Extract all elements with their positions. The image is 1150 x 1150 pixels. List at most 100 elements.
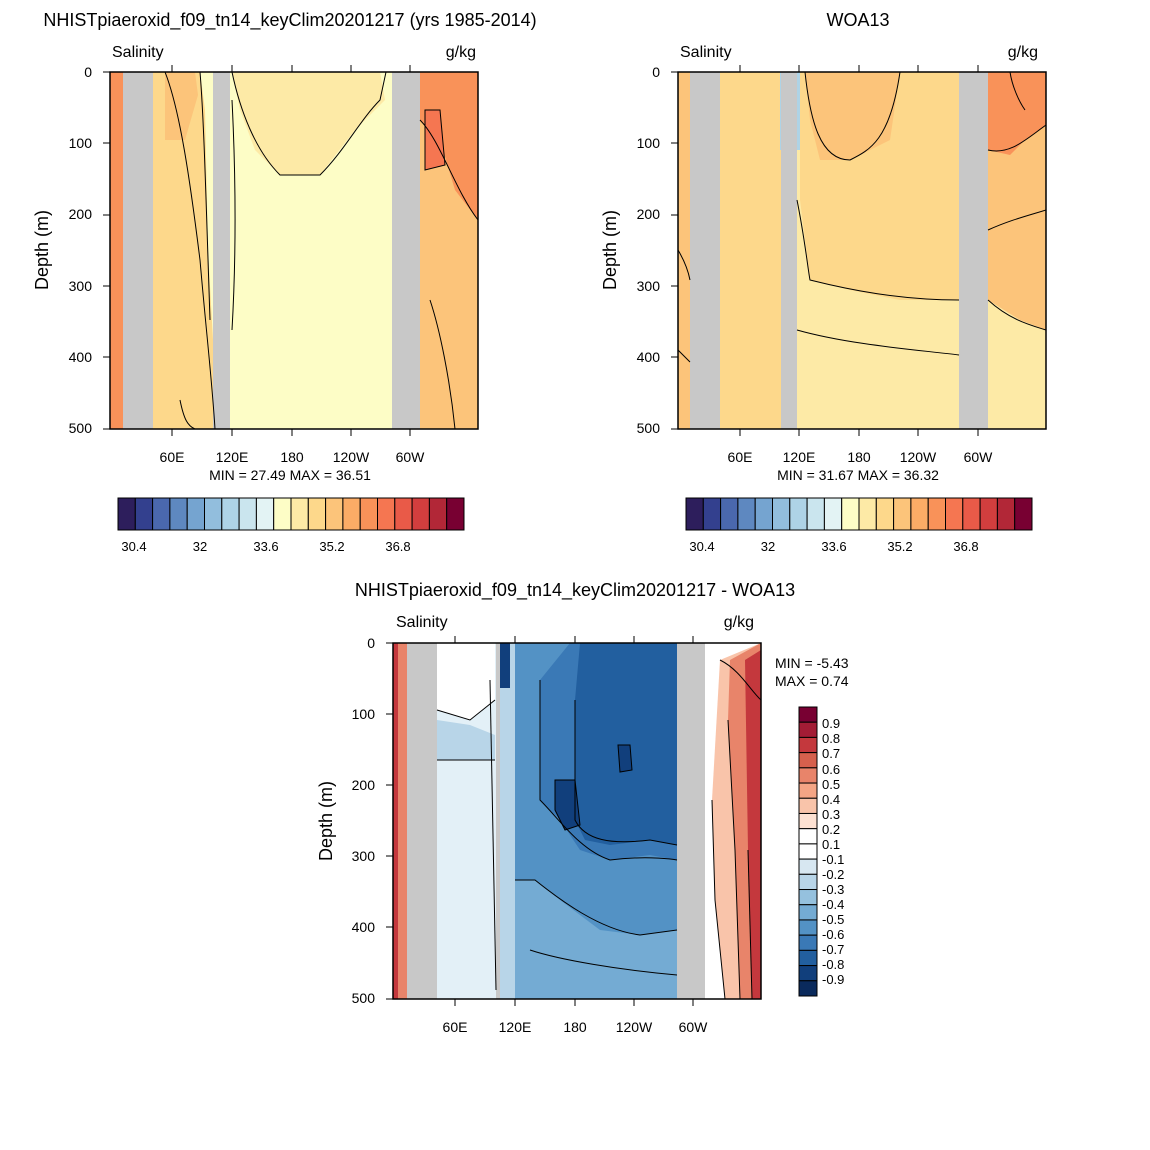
y-tick-label: 0 (652, 64, 660, 80)
colorbar-swatch (134, 497, 154, 531)
x-axis: 60E 120E 180 120W 60W (160, 449, 426, 465)
y-tick-label: 100 (637, 135, 661, 151)
plot-frame (392, 642, 762, 1000)
colorbar-swatch (798, 858, 818, 875)
x-axis: 60E 120E 180 120W 60W (443, 1019, 709, 1035)
colorbar-swatch (798, 889, 818, 906)
y-tick-label: 300 (637, 278, 661, 294)
y-tick-label: 400 (352, 919, 376, 935)
panel-title: WOA13 (826, 10, 889, 30)
variable-label: Salinity (112, 44, 164, 61)
region-pacific-min (618, 745, 632, 772)
region-low-anomaly (500, 643, 510, 688)
colorbar-tick-label: -0.3 (822, 882, 844, 897)
colorbar-swatch (798, 949, 818, 967)
colorbar-swatch (221, 497, 240, 531)
land-mask (392, 72, 420, 429)
colorbar-tick-label: 0.2 (822, 822, 840, 837)
salinity-difference-field (393, 643, 761, 999)
colorbar-swatch (238, 497, 257, 531)
units-label: g/kg (724, 614, 754, 631)
y-axis: 0 100 200 300 400 500 (637, 64, 661, 436)
region-indian-ocean (153, 72, 218, 429)
colorbar-swatch (798, 919, 818, 936)
plot-frame (677, 71, 1047, 430)
y-axis-label: Depth (m) (32, 210, 52, 290)
colorbar-swatch (798, 706, 818, 723)
region-atlantic-high (420, 72, 478, 220)
x-tick-label: 60W (679, 1019, 709, 1035)
colorbar-swatch (428, 497, 448, 531)
min-label: MIN = -5.43 (775, 655, 849, 671)
land-mask (213, 72, 230, 429)
colorbar-tick-label: 36.8 (953, 539, 978, 554)
colorbar-tick-label: 0.3 (822, 807, 840, 822)
colorbar-tick-label: -0.6 (822, 927, 844, 942)
colorbar-tick-label: -0.4 (822, 897, 844, 912)
colorbar-swatch (798, 721, 818, 738)
colorbar-tick-label: -0.8 (822, 957, 844, 972)
colorbar (117, 497, 465, 531)
colorbar-swatch (962, 497, 981, 531)
variable-label: Salinity (680, 44, 732, 61)
colorbar-swatch (798, 782, 818, 799)
colorbar-tick-label: -0.7 (822, 942, 844, 957)
x-tick-label: 60W (396, 449, 426, 465)
colorbar-tick-label: 33.6 (253, 539, 278, 554)
min-max-label: MIN = 31.67 MAX = 36.32 (777, 467, 939, 483)
max-label: MAX = 0.74 (775, 673, 849, 689)
y-tick-label: 500 (69, 420, 93, 436)
colorbar-swatch (798, 843, 818, 860)
y-tick-label: 100 (352, 706, 376, 722)
colorbar-swatch (411, 497, 430, 531)
y-tick-label: 200 (637, 206, 661, 222)
y-tick-label: 200 (69, 206, 93, 222)
salinity-field (678, 72, 1046, 429)
region-west-atlantic (678, 72, 690, 429)
colorbar-swatch (979, 497, 998, 531)
x-tick-label: 120E (216, 449, 249, 465)
land-mask (407, 643, 437, 999)
colorbar-swatch (754, 497, 774, 531)
region-west-atlantic (110, 72, 125, 429)
colorbar-swatch (893, 497, 912, 531)
colorbar-tick-label: 30.4 (689, 539, 714, 554)
colorbar-swatch (1014, 497, 1033, 531)
colorbar-tick-label: -0.1 (822, 852, 844, 867)
colorbar-tick-label: 32 (761, 539, 775, 554)
region-atlantic-max (745, 650, 761, 999)
colorbar-tick-label: 0.5 (822, 777, 840, 792)
x-tick-label: 120W (900, 449, 937, 465)
colorbar-swatch (307, 497, 327, 531)
x-tick-label: 180 (280, 449, 304, 465)
x-tick-label: 120W (333, 449, 370, 465)
x-tick-label: 120W (616, 1019, 653, 1035)
region-pacific-min (555, 780, 580, 830)
land-mask (496, 643, 500, 999)
colorbar-swatch (927, 497, 947, 531)
region-indian-negative (437, 720, 495, 760)
x-tick-label: 180 (563, 1019, 587, 1035)
region-indian-ocean (720, 72, 795, 429)
x-tick-label: 60E (160, 449, 185, 465)
region-arabian-sea (165, 72, 198, 140)
y-tick-label: 100 (69, 135, 93, 151)
panel-model: NHISTpiaeroxid_f09_tn14_keyClim20201217 … (32, 10, 537, 554)
colorbar-swatch (342, 497, 361, 531)
colorbar-tick-label: -0.9 (822, 972, 844, 987)
panel-title: NHISTpiaeroxid_f09_tn14_keyClim20201217 … (43, 10, 536, 31)
colorbar-swatch (446, 497, 465, 531)
y-axis: 0 100 200 300 400 500 (352, 635, 376, 1006)
land-mask (959, 72, 988, 429)
colorbar-swatch (273, 497, 292, 531)
colorbar (685, 497, 1033, 531)
x-tick-label: 180 (847, 449, 871, 465)
region-indian-neutral (437, 643, 495, 720)
colorbar-swatch (737, 497, 756, 531)
colorbar-swatch (290, 497, 309, 531)
colorbar-swatch (789, 497, 808, 531)
y-tick-label: 500 (637, 420, 661, 436)
y-tick-label: 200 (352, 777, 376, 793)
y-axis-label: Depth (m) (316, 781, 336, 861)
